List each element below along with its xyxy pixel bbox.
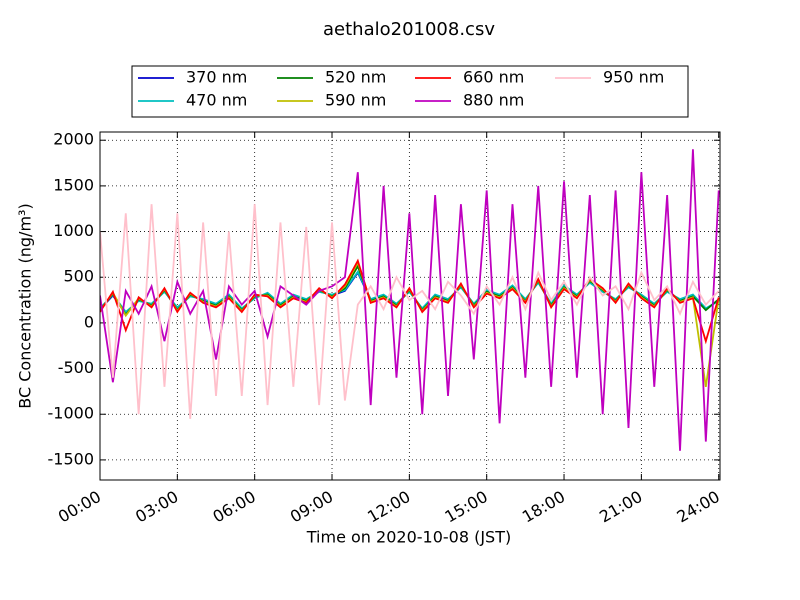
x-tick-label: 21:00 [596, 487, 645, 527]
data-line [100, 149, 720, 451]
y-tick-label: -500 [58, 358, 94, 377]
x-tick-label: 09:00 [287, 487, 336, 527]
x-tick-label: 15:00 [442, 487, 491, 527]
legend-label: 520 nm [325, 68, 386, 87]
data-line [100, 204, 720, 419]
legend-label: 660 nm [463, 68, 524, 87]
legend-label: 950 nm [603, 68, 664, 87]
x-tick-label: 24:00 [674, 487, 723, 527]
y-tick-label: 500 [63, 267, 94, 286]
legend-label: 880 nm [463, 91, 524, 110]
legend-label: 370 nm [186, 68, 247, 87]
y-tick-label: -1000 [48, 404, 95, 423]
plot-frame [99, 131, 721, 481]
legend-box [131, 65, 689, 118]
y-tick-label: 1000 [53, 221, 94, 240]
x-tick-label: 12:00 [364, 487, 413, 527]
chart-title: aethalo201008.csv [323, 19, 495, 40]
x-tick-label: 06:00 [209, 487, 258, 527]
x-tick-label: 03:00 [132, 487, 181, 527]
x-tick-label: 00:00 [55, 487, 104, 527]
y-tick-label: 0 [84, 312, 94, 331]
x-tick-label: 18:00 [519, 487, 568, 527]
y-tick-label: -1500 [48, 449, 95, 468]
y-axis-label: BC Concentration (ng/m³) [16, 203, 35, 408]
legend-label: 590 nm [325, 91, 386, 110]
legend-label: 470 nm [186, 91, 247, 110]
y-tick-label: 2000 [53, 130, 94, 149]
data-line [100, 269, 720, 314]
x-axis-label: Time on 2020-10-08 (JST) [306, 528, 511, 547]
data-line [100, 258, 720, 345]
y-tick-label: 1500 [53, 175, 94, 194]
